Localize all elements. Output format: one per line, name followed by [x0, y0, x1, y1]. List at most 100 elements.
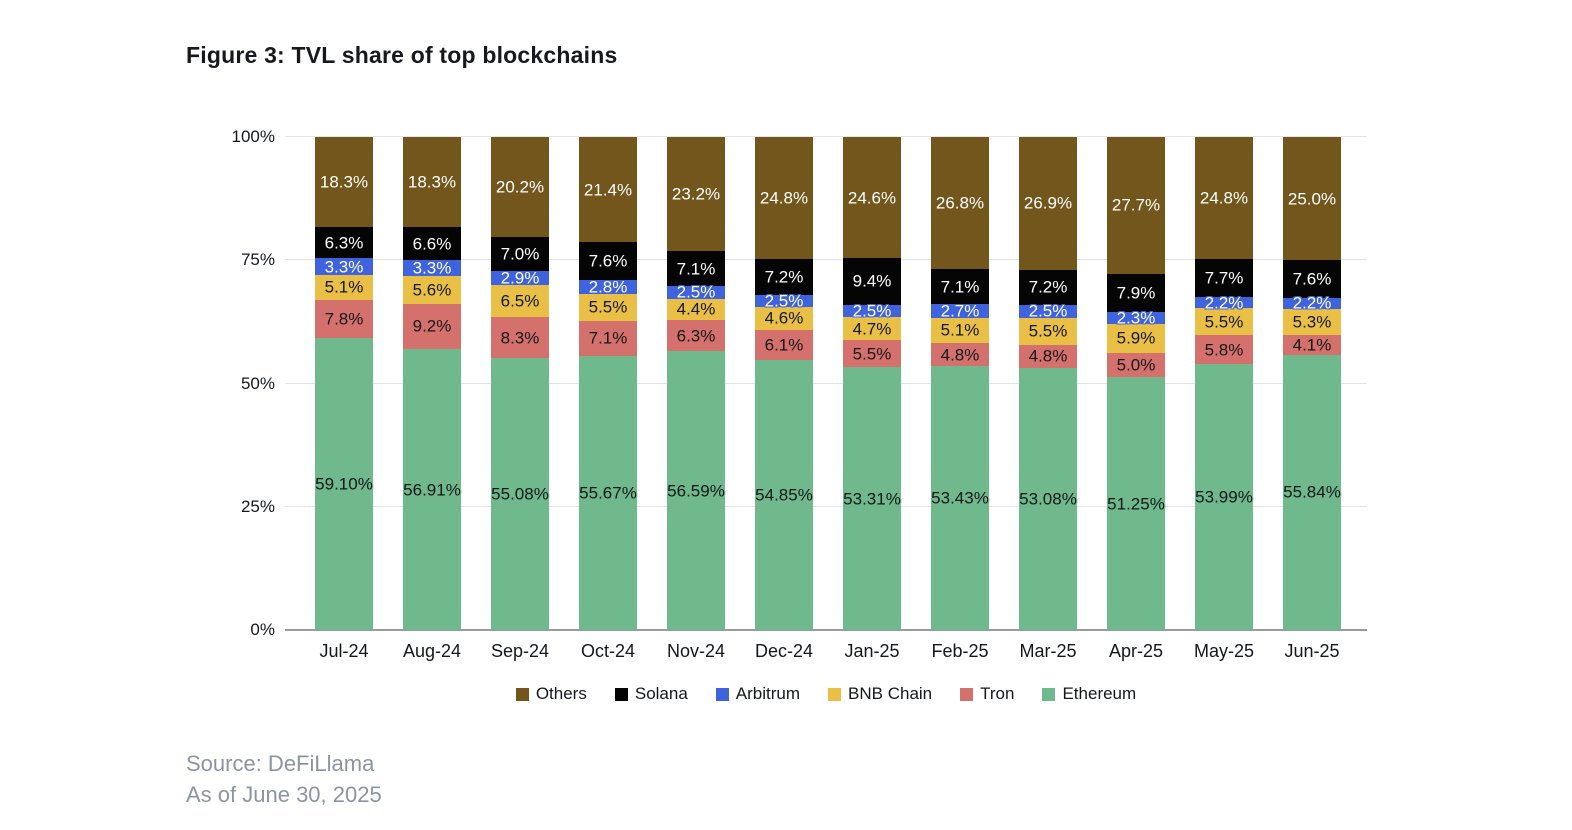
segment-ethereum-nov-24[interactable]: 56.59%	[667, 351, 725, 630]
bar-jul-24: 59.10% 7.8% 5.1% 3.3% 6.3% 18.3%	[315, 137, 373, 630]
segment-others-mar-25[interactable]: 26.9%	[1019, 137, 1077, 270]
legend-item-others[interactable]: Others	[515, 684, 587, 704]
segment-solana-sep-24[interactable]: 7.0%	[491, 236, 549, 272]
segment-arbitrum-aug-24[interactable]: 3.3%	[403, 258, 461, 278]
chart-legend: Others Solana Arbitrum BNB Chain Tron Ethereu…	[285, 684, 1367, 704]
bar-sep-24: 55.08% 8.3% 6.5% 2.9% 7.0% 20.2%	[491, 137, 549, 630]
segment-others-jul-24[interactable]: 18.3%	[315, 137, 373, 228]
segment-tron-jul-24[interactable]: 7.8%	[315, 299, 373, 339]
segment-value-label: 9.4%	[852, 271, 892, 291]
segment-arbitrum-sep-24[interactable]: 2.9%	[491, 270, 549, 287]
bar-feb-25: 53.43% 4.8% 5.1% 2.7% 7.1% 26.8%	[931, 137, 989, 630]
segment-tron-oct-24[interactable]: 7.1%	[579, 320, 637, 356]
segment-ethereum-may-25[interactable]: 53.99%	[1195, 363, 1253, 630]
segment-solana-feb-25[interactable]: 7.1%	[931, 269, 989, 305]
segment-arbitrum-jul-24[interactable]: 3.3%	[315, 258, 373, 275]
segment-value-label: 4.7%	[852, 319, 892, 339]
segment-solana-oct-24[interactable]: 7.6%	[579, 242, 637, 280]
segment-solana-apr-25[interactable]: 7.9%	[1107, 273, 1165, 313]
legend-item-solana[interactable]: Solana	[614, 684, 688, 704]
segment-ethereum-jun-25[interactable]: 55.84%	[1283, 354, 1341, 630]
x-axis-label-feb-25: Feb-25	[931, 641, 989, 661]
segment-bnb-chain-nov-24[interactable]: 4.4%	[667, 298, 725, 321]
legend-item-tron[interactable]: Tron	[960, 684, 1014, 704]
segment-ethereum-jan-25[interactable]: 53.31%	[843, 367, 901, 630]
segment-solana-dec-24[interactable]: 7.2%	[755, 259, 813, 295]
segment-arbitrum-jun-25[interactable]: 2.2%	[1283, 295, 1341, 312]
segment-value-label: 23.2%	[671, 184, 721, 204]
segment-others-jun-25[interactable]: 25.0%	[1283, 137, 1341, 261]
segment-bnb-chain-may-25[interactable]: 5.5%	[1195, 308, 1253, 336]
segment-solana-nov-24[interactable]: 7.1%	[667, 251, 725, 287]
segment-tron-sep-24[interactable]: 8.3%	[491, 317, 549, 359]
segment-ethereum-oct-24[interactable]: 55.67%	[579, 355, 637, 630]
segment-bnb-chain-dec-24[interactable]: 4.6%	[755, 307, 813, 330]
segment-others-may-25[interactable]: 24.8%	[1195, 137, 1253, 260]
segment-arbitrum-dec-24[interactable]: 2.5%	[755, 292, 813, 309]
segment-tron-mar-25[interactable]: 4.8%	[1019, 344, 1077, 369]
segment-arbitrum-nov-24[interactable]: 2.5%	[667, 284, 725, 301]
segment-arbitrum-oct-24[interactable]: 2.8%	[579, 278, 637, 295]
legend-item-ethereum[interactable]: Ethereum	[1042, 684, 1136, 704]
segment-tron-aug-24[interactable]: 9.2%	[403, 303, 461, 350]
segment-others-nov-24[interactable]: 23.2%	[667, 137, 725, 252]
segment-value-label: 2.7%	[940, 301, 980, 321]
segment-solana-aug-24[interactable]: 6.6%	[403, 227, 461, 260]
segment-bnb-chain-jun-25[interactable]: 5.3%	[1283, 308, 1341, 335]
segment-bnb-chain-jan-25[interactable]: 4.7%	[843, 316, 901, 341]
segment-ethereum-mar-25[interactable]: 53.08%	[1019, 368, 1077, 630]
segment-others-oct-24[interactable]: 21.4%	[579, 137, 637, 243]
segment-tron-nov-24[interactable]: 6.3%	[667, 320, 725, 352]
segment-others-sep-24[interactable]: 20.2%	[491, 137, 549, 237]
segment-bnb-chain-aug-24[interactable]: 5.6%	[403, 276, 461, 304]
segment-tron-feb-25[interactable]: 4.8%	[931, 342, 989, 367]
bar-apr-25: 51.25% 5.0% 5.9% 2.3% 7.9% 27.7%	[1107, 137, 1165, 630]
segment-tron-jun-25[interactable]: 4.1%	[1283, 334, 1341, 355]
segment-bnb-chain-jul-24[interactable]: 5.1%	[315, 274, 373, 300]
segment-arbitrum-jan-25[interactable]: 2.5%	[843, 302, 901, 319]
segment-ethereum-sep-24[interactable]: 55.08%	[491, 358, 549, 630]
segment-bnb-chain-sep-24[interactable]: 6.5%	[491, 285, 549, 318]
segment-ethereum-jul-24[interactable]: 59.10%	[315, 338, 373, 630]
x-axis-label-sep-24: Sep-24	[490, 641, 550, 661]
segment-solana-may-25[interactable]: 7.7%	[1195, 259, 1253, 298]
segment-arbitrum-feb-25[interactable]: 2.7%	[931, 301, 989, 321]
y-tick-label-100: 100%	[231, 127, 275, 146]
legend-swatch-solana	[614, 687, 628, 701]
segment-bnb-chain-apr-25[interactable]: 5.9%	[1107, 323, 1165, 353]
segment-ethereum-dec-24[interactable]: 54.85%	[755, 359, 813, 630]
segment-arbitrum-mar-25[interactable]: 2.5%	[1019, 303, 1077, 320]
segment-value-label: 5.8%	[1204, 340, 1244, 360]
segment-ethereum-feb-25[interactable]: 53.43%	[931, 366, 989, 630]
bar-slot-feb-25: 53.43% 4.8% 5.1% 2.7% 7.1% 26.8%	[916, 137, 1004, 630]
segment-bnb-chain-oct-24[interactable]: 5.5%	[579, 293, 637, 321]
legend-swatch-ethereum	[1042, 687, 1056, 701]
segment-tron-dec-24[interactable]: 6.1%	[755, 329, 813, 360]
legend-item-arbitrum[interactable]: Arbitrum	[715, 684, 800, 704]
segment-solana-jun-25[interactable]: 7.6%	[1283, 260, 1341, 298]
segment-solana-jan-25[interactable]: 9.4%	[843, 258, 901, 305]
bar-slot-jul-24: 59.10% 7.8% 5.1% 3.3% 6.3% 18.3%	[300, 137, 388, 630]
segment-others-aug-24[interactable]: 18.3%	[403, 137, 461, 228]
segment-value-label: 3.3%	[412, 258, 452, 278]
segment-others-jan-25[interactable]: 24.6%	[843, 137, 901, 259]
bar-dec-24: 54.85% 6.1% 4.6% 2.5% 7.2% 24.8%	[755, 137, 813, 630]
segment-solana-mar-25[interactable]: 7.2%	[1019, 269, 1077, 306]
segment-tron-apr-25[interactable]: 5.0%	[1107, 352, 1165, 378]
legend-item-bnb-chain[interactable]: BNB Chain	[828, 684, 932, 704]
segment-value-label: 8.3%	[500, 328, 540, 348]
segment-value-label: 5.5%	[1204, 312, 1244, 332]
segment-others-feb-25[interactable]: 26.8%	[931, 137, 989, 270]
segment-others-dec-24[interactable]: 24.8%	[755, 137, 813, 260]
segment-bnb-chain-feb-25[interactable]: 5.1%	[931, 317, 989, 343]
as-of-date: As of June 30, 2025	[186, 782, 382, 807]
segment-bnb-chain-mar-25[interactable]: 5.5%	[1019, 317, 1077, 345]
segment-arbitrum-apr-25[interactable]: 2.3%	[1107, 310, 1165, 327]
segment-others-apr-25[interactable]: 27.7%	[1107, 137, 1165, 274]
segment-ethereum-apr-25[interactable]: 51.25%	[1107, 377, 1165, 630]
segment-tron-jan-25[interactable]: 5.5%	[843, 340, 901, 368]
segment-solana-jul-24[interactable]: 6.3%	[315, 227, 373, 259]
segment-ethereum-aug-24[interactable]: 56.91%	[403, 349, 461, 630]
segment-tron-may-25[interactable]: 5.8%	[1195, 335, 1253, 364]
segment-arbitrum-may-25[interactable]: 2.2%	[1195, 294, 1253, 311]
